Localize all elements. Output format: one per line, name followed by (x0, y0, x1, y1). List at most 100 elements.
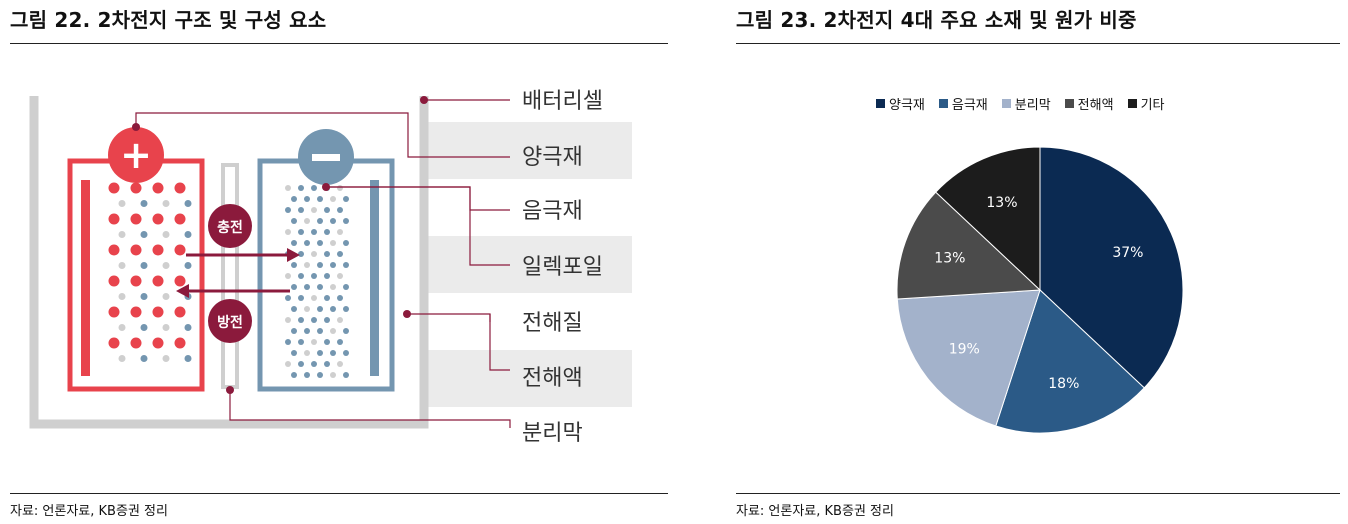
cathode-particle (152, 275, 164, 287)
anode-particle (285, 207, 291, 213)
discharge-label: 방전 (217, 314, 243, 331)
anode-particle (324, 229, 330, 235)
figure-23-panel: 그림 23. 2차전지 4대 주요 소재 및 원가 비중 양극재 음극재 분리막 전해… (736, 0, 1340, 524)
legend-label: 기타 (1140, 98, 1165, 113)
anode-particle (317, 240, 323, 246)
leader-dots (132, 96, 428, 394)
cathode-particle (118, 293, 126, 300)
anode-particle (343, 350, 349, 356)
anode-particle (337, 207, 343, 213)
cathode-particle (184, 355, 192, 362)
anode-particle (298, 361, 304, 367)
anode-particle (337, 361, 343, 367)
anode-particle (291, 196, 297, 202)
anode-particle (324, 361, 330, 367)
anode-particle (298, 273, 304, 279)
anode-particle (324, 295, 330, 301)
label-cathode: 양극재 (522, 145, 583, 170)
cathode-current-collector (81, 180, 90, 376)
anode-particle (285, 317, 291, 323)
legend-label: 전해액 (1077, 98, 1114, 113)
anode-particle (285, 229, 291, 235)
cathode-particles (108, 182, 192, 362)
anode-particle (285, 339, 291, 345)
anode-particle (298, 317, 304, 323)
anode-particle (330, 350, 336, 356)
anode-particle (291, 328, 297, 334)
anode-particle (330, 262, 336, 268)
cathode-particle (184, 200, 192, 207)
cathode-particle (174, 337, 186, 349)
chart-legend: 양극재 음극재 분리막 전해액 기타 (876, 94, 1164, 113)
cathode-particle (130, 275, 142, 287)
pie-slices (896, 146, 1184, 434)
cathode-particle (152, 182, 164, 194)
cathode-particle (174, 182, 186, 194)
anode-particle (311, 273, 317, 279)
anode-particle (324, 207, 330, 213)
cathode-particle (130, 182, 142, 194)
anode-particle (298, 339, 304, 345)
cathode-particle (184, 262, 192, 269)
pie-slice-label: 13% (986, 195, 1017, 211)
cathode-particle (152, 244, 164, 256)
figure-22-title: 그림 22. 2차전지 구조 및 구성 요소 (10, 8, 327, 32)
anode-particle (304, 306, 310, 312)
anode-particle (337, 229, 343, 235)
cathode-particle (162, 293, 170, 300)
minus-icon (312, 154, 340, 161)
battery-structure-diagram: + 충전 방전 (29, 89, 632, 446)
anode-particle (304, 218, 310, 224)
anode-particle (337, 185, 343, 191)
cathode-particle (140, 231, 148, 238)
figure-23-source: 자료: 언론자료, KB증권 정리 (736, 504, 894, 519)
title-divider (10, 43, 668, 44)
leader-lines (135, 99, 511, 428)
anode-particle (330, 284, 336, 290)
anode-particle (298, 251, 304, 257)
anode-particle (291, 350, 297, 356)
anode-particle (311, 229, 317, 235)
pie-slice-3 (896, 289, 1041, 427)
cathode-particle (162, 262, 170, 269)
label-electrolyte-solution: 전해액 (522, 366, 583, 391)
anode-particle (311, 317, 317, 323)
cathode-particle (108, 306, 120, 318)
anode-particle (291, 284, 297, 290)
anode-particle (337, 339, 343, 345)
cathode-particle (108, 213, 120, 225)
pie-slice-4 (896, 191, 1042, 300)
legend-item: 음극재 (938, 94, 988, 113)
anode-particle (298, 229, 304, 235)
pie-labels: 37% 18% 19% 13% 13% (934, 195, 1143, 392)
anode-particle (343, 284, 349, 290)
anode-particle (317, 350, 323, 356)
legend-swatch (1001, 99, 1011, 108)
charge-arrowhead (287, 248, 300, 262)
anode-particle (330, 240, 336, 246)
anode-particle (285, 273, 291, 279)
figure-22-source: 자료: 언론자료, KB증권 정리 (10, 504, 168, 519)
anode-particle (298, 185, 304, 191)
cathode-particle (174, 213, 186, 225)
anode-particle (304, 240, 310, 246)
legend-label: 음극재 (951, 98, 988, 113)
anode-particle (298, 295, 304, 301)
pie-slice-5 (935, 146, 1041, 292)
legend-item: 전해액 (1064, 94, 1114, 113)
cathode-particle (108, 244, 120, 256)
charge-label: 충전 (217, 219, 243, 236)
anode-particle (330, 372, 336, 378)
battery-cell-container (29, 96, 429, 429)
label-electrolyte: 전해질 (522, 311, 583, 336)
source-divider (736, 493, 1340, 494)
anode-particle (343, 328, 349, 334)
cathode-particle (140, 200, 148, 207)
pie-slice-1 (1039, 146, 1184, 389)
charge-badge (208, 204, 252, 248)
title-divider (736, 43, 1340, 44)
anode-particle (343, 372, 349, 378)
cathode-particle (174, 244, 186, 256)
anode-particle (324, 251, 330, 257)
anode-particle (311, 339, 317, 345)
